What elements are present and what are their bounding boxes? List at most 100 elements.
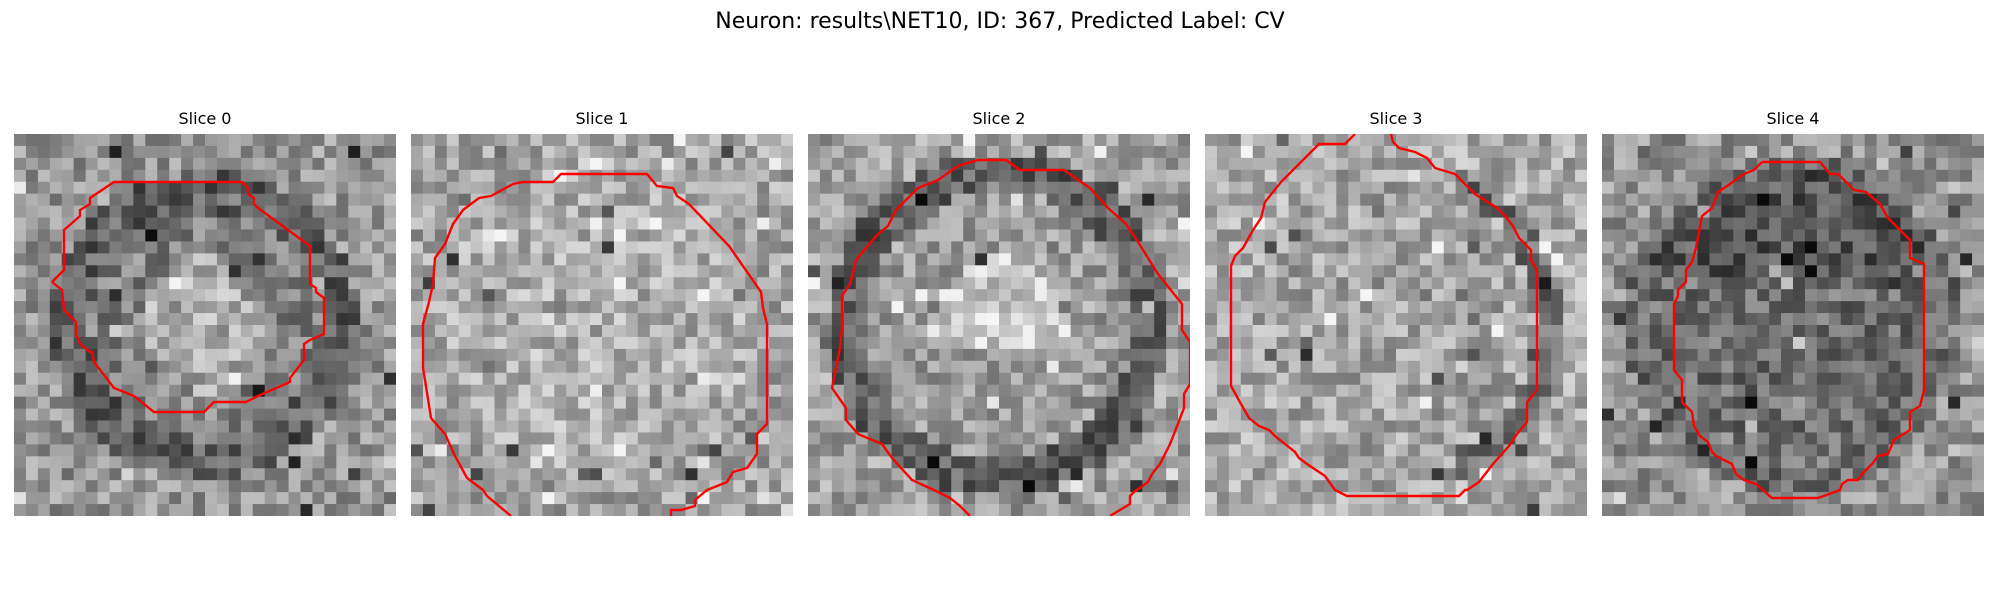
image-pixel [1793,157,1806,171]
image-pixel [372,492,385,505]
image-pixel [1166,301,1179,314]
image-pixel [324,253,337,266]
image-pixel [1094,301,1108,314]
image-pixel [1264,372,1278,386]
image-pixel [602,193,615,207]
image-pixel [434,289,448,302]
image-pixel [1118,169,1131,183]
image-pixel [808,408,821,422]
image-pixel [1503,492,1516,505]
image-pixel [649,492,663,505]
image-pixel [518,336,531,350]
image-pixel [1924,408,1937,422]
image-pixel [1515,360,1528,374]
image-pixel [1216,432,1230,445]
image-pixel [1924,313,1937,326]
image-pixel [1637,205,1651,219]
image-pixel [1972,420,1984,434]
image-pixel [831,456,845,469]
image-pixel [1539,145,1552,159]
image-pixel [879,145,893,159]
image-pixel [903,289,917,302]
image-pixel [1539,444,1552,457]
image-pixel [1625,336,1639,350]
image-pixel [276,348,290,362]
image-pixel [1709,408,1722,422]
image-pixel [228,193,242,207]
image-pixel [927,265,940,278]
image-pixel [1467,456,1481,469]
image-pixel [1733,289,1746,302]
image-pixel [1613,444,1627,457]
image-pixel [1419,480,1433,493]
image-pixel [867,301,881,314]
image-pixel [157,336,170,350]
image-pixel [216,241,230,254]
image-pixel [1360,181,1373,195]
image-pixel [1575,492,1587,505]
image-pixel [288,492,302,505]
image-pixel [1733,408,1746,422]
image-pixel [1479,360,1493,374]
image-pixel [1058,325,1072,338]
image-pixel [288,301,302,314]
image-pixel [1515,456,1528,469]
image-pixel [963,456,976,469]
image-pixel [554,408,567,422]
image-pixel [891,229,905,243]
image-pixel [1613,241,1627,254]
image-pixel [1154,289,1167,302]
image-pixel [831,181,845,195]
image-pixel [494,456,508,469]
image-pixel [649,468,663,481]
image-pixel [157,145,170,159]
image-pixel [348,348,361,362]
image-pixel [1070,384,1084,398]
image-pixel [216,253,230,266]
image-pixel [470,277,484,290]
image-pixel [482,372,496,386]
image-pixel [915,468,928,481]
image-pixel [14,432,27,445]
image-pixel [1912,372,1925,386]
image-pixel [951,301,964,314]
image-pixel [1828,420,1842,434]
image-pixel [1793,241,1806,254]
image-pixel [1637,145,1651,159]
image-pixel [1166,193,1179,207]
image-pixel [566,456,579,469]
image-pixel [843,145,857,159]
image-pixel [1058,193,1072,207]
image-pixel [1888,205,1902,219]
image-pixel [1769,169,1782,183]
image-pixel [1455,145,1469,159]
image-pixel [1348,169,1361,183]
image-pixel [360,253,373,266]
image-pixel [1082,205,1096,219]
image-pixel [602,277,615,290]
image-pixel [867,492,881,505]
image-pixel [733,372,746,386]
image-pixel [1034,468,1048,481]
image-pixel [1793,301,1806,314]
image-pixel [781,301,793,314]
image-pixel [1443,229,1457,243]
image-pixel [542,193,555,207]
image-pixel [1467,432,1481,445]
image-pixel [733,456,746,469]
image-pixel [975,181,988,195]
image-pixel [384,444,396,457]
image-pixel [1324,348,1337,362]
image-pixel [1960,384,1973,398]
image-pixel [1336,217,1349,231]
image-pixel [1661,277,1675,290]
image-pixel [1130,384,1143,398]
image-pixel [1022,205,1036,219]
image-pixel [1300,360,1314,374]
image-pixel [1563,480,1576,493]
image-pixel [1336,468,1349,481]
image-pixel [590,253,603,266]
image-pixel [1467,420,1481,434]
image-pixel [1228,480,1242,493]
image-pixel [590,325,603,338]
